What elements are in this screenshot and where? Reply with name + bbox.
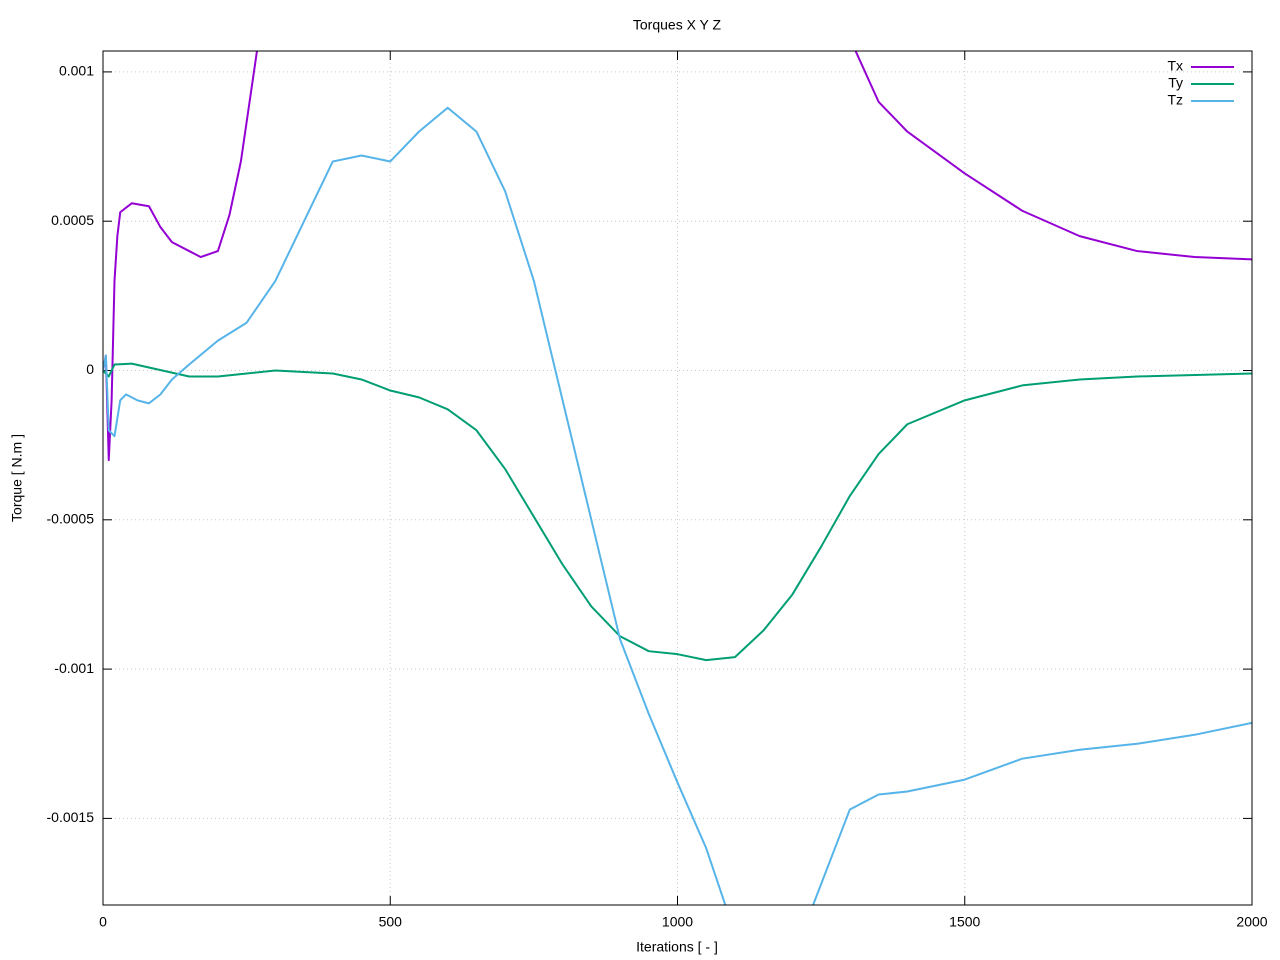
y-tick-label: -0.0015	[47, 809, 95, 825]
plot-lines	[103, 51, 1252, 905]
y-axis-label: Torque [ N.m ]	[9, 434, 25, 522]
line-series	[103, 106, 1252, 905]
y-tick-label: 0	[86, 361, 94, 377]
chart-title: Torques X Y Z	[633, 17, 722, 33]
y-tick-label: -0.001	[54, 660, 94, 676]
legend-label: Tz	[1167, 92, 1183, 108]
y-tick-label: 0.001	[59, 63, 94, 79]
line-series	[103, 51, 1252, 462]
legend-label: Tx	[1167, 58, 1183, 74]
line-series	[103, 362, 1252, 662]
y-tick-label: 0.0005	[51, 212, 94, 228]
x-axis-label: Iterations [ - ]	[636, 939, 718, 955]
x-tick-label: 1000	[662, 914, 693, 930]
legend-label: Ty	[1168, 75, 1183, 91]
y-tick-label: -0.0005	[47, 511, 95, 527]
x-tick-label: 1500	[949, 914, 980, 930]
plot-border	[102, 50, 1253, 906]
x-tick-label: 0	[99, 914, 107, 930]
x-tick-label: 2000	[1236, 914, 1267, 930]
x-tick-label: 500	[379, 914, 403, 930]
